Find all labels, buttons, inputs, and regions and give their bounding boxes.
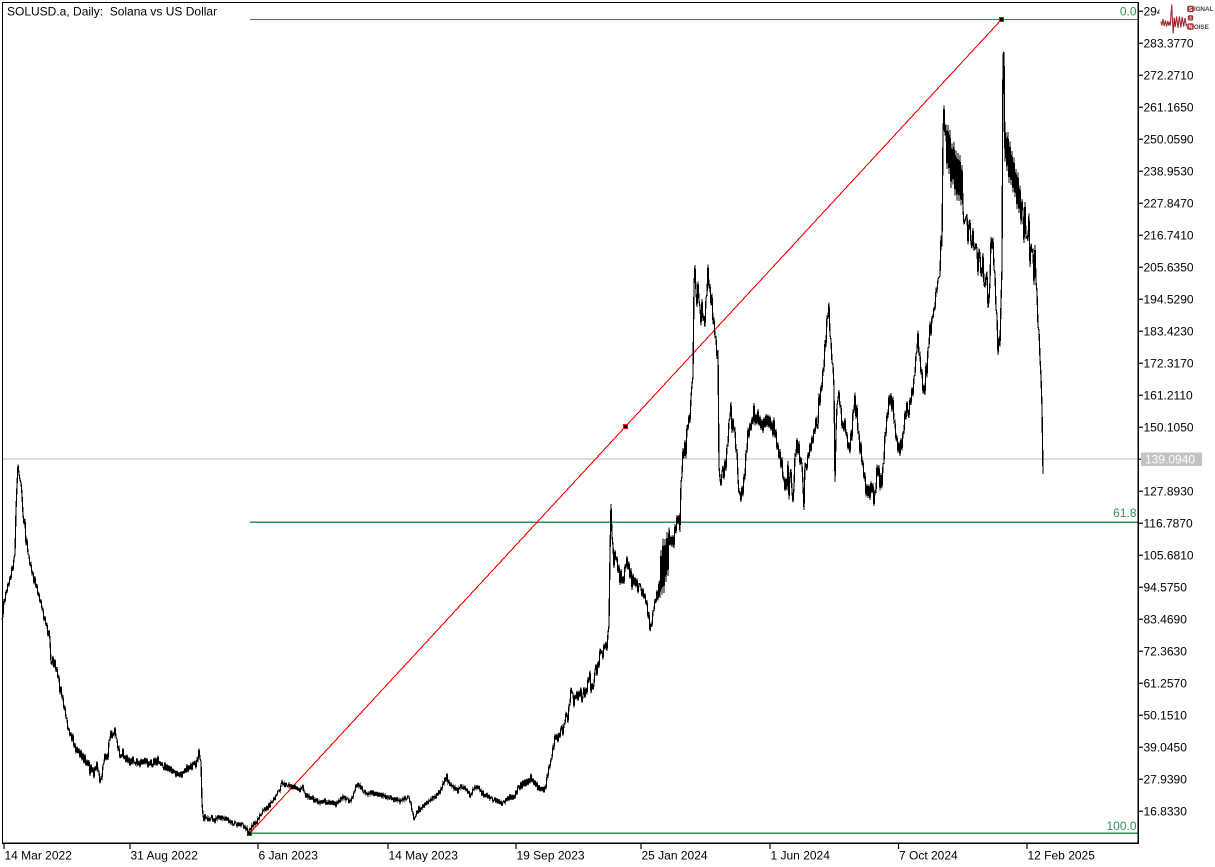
svg-text:139.0940: 139.0940 (1145, 452, 1195, 466)
svg-text:127.8930: 127.8930 (1144, 485, 1194, 499)
svg-text:172.3170: 172.3170 (1144, 357, 1194, 371)
svg-text:61.8: 61.8 (1113, 506, 1137, 520)
svg-text:100.0: 100.0 (1106, 819, 1136, 833)
svg-text:16.8330: 16.8330 (1144, 805, 1188, 819)
svg-text:19 Sep 2023: 19 Sep 2023 (517, 849, 585, 863)
svg-text:14 Mar 2022: 14 Mar 2022 (5, 849, 73, 863)
svg-text:250.0590: 250.0590 (1144, 133, 1194, 147)
svg-text:12 Feb 2025: 12 Feb 2025 (1028, 849, 1096, 863)
svg-text:116.7870: 116.7870 (1144, 517, 1193, 531)
svg-text:OISE: OISE (1194, 24, 1210, 31)
svg-text:105.6810: 105.6810 (1144, 549, 1194, 563)
svg-text:283.3770: 283.3770 (1144, 37, 1194, 51)
svg-text:N: N (1188, 25, 1192, 31)
svg-text:72.3630: 72.3630 (1144, 645, 1188, 659)
svg-text:238.9530: 238.9530 (1144, 165, 1194, 179)
svg-text:61.2570: 61.2570 (1144, 677, 1188, 691)
svg-text:194.5290: 194.5290 (1144, 293, 1194, 307)
svg-text:205.6350: 205.6350 (1144, 261, 1194, 275)
svg-text:6 Jan 2023: 6 Jan 2023 (259, 849, 319, 863)
svg-text:150.1050: 150.1050 (1144, 421, 1194, 435)
svg-text:227.8470: 227.8470 (1144, 197, 1194, 211)
svg-text:IGNAL: IGNAL (1194, 6, 1214, 13)
svg-text:39.0450: 39.0450 (1144, 741, 1188, 755)
svg-text:0.0: 0.0 (1120, 5, 1137, 19)
svg-text:25 Jan 2024: 25 Jan 2024 (642, 849, 708, 863)
svg-text:27.9390: 27.9390 (1144, 773, 1188, 787)
svg-text:161.2110: 161.2110 (1144, 389, 1193, 403)
svg-text:7 Oct 2024: 7 Oct 2024 (899, 849, 958, 863)
svg-text:183.4230: 183.4230 (1144, 325, 1194, 339)
svg-text:14 May 2023: 14 May 2023 (389, 849, 459, 863)
svg-text:S: S (1189, 7, 1193, 13)
svg-text:2: 2 (1189, 16, 1192, 21)
svg-text:272.2710: 272.2710 (1144, 69, 1194, 83)
svg-text:31 Aug 2022: 31 Aug 2022 (131, 849, 199, 863)
svg-text:83.4690: 83.4690 (1144, 613, 1188, 627)
svg-text:SOLUSD.a, Daily: Solana vs US: SOLUSD.a, Daily: Solana vs US Dollar (7, 5, 217, 19)
svg-text:216.7410: 216.7410 (1144, 229, 1194, 243)
svg-text:50.1510: 50.1510 (1144, 709, 1188, 723)
svg-text:261.1650: 261.1650 (1144, 101, 1194, 115)
svg-text:1 Jun 2024: 1 Jun 2024 (771, 849, 831, 863)
svg-text:94.5750: 94.5750 (1144, 581, 1188, 595)
